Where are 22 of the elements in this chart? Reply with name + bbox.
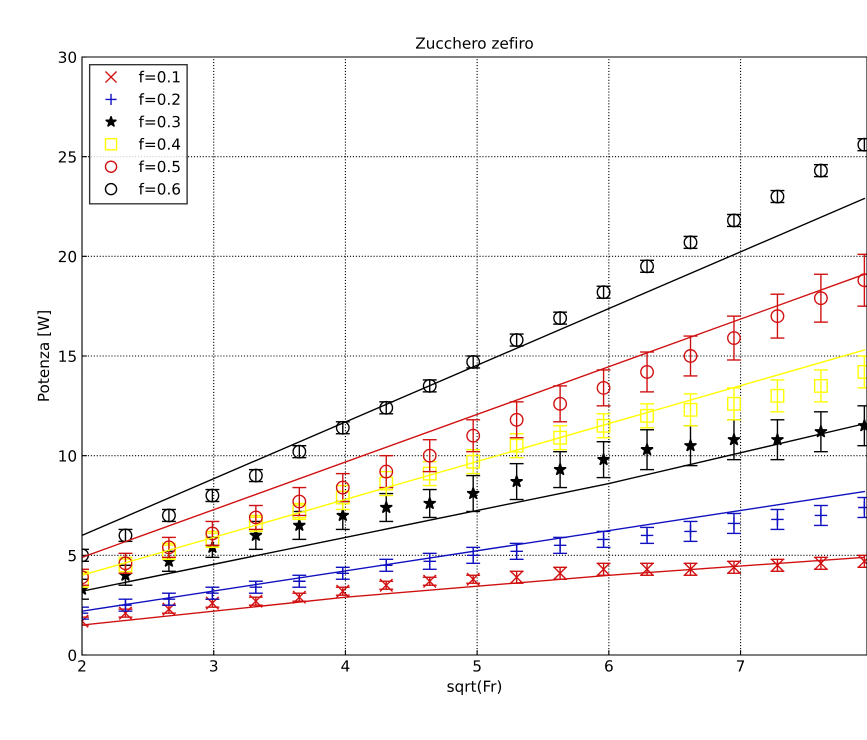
- x-tick-label: 7: [736, 660, 744, 672]
- legend-label: f=0.6: [138, 182, 180, 195]
- chart-title: Zucchero zefiro: [416, 37, 533, 49]
- y-axis-title: Potenza [W]: [37, 311, 51, 401]
- legend-label: f=0.5: [138, 160, 180, 172]
- x-tick-label: 2: [78, 660, 86, 672]
- legend-label: f=0.2: [138, 93, 180, 105]
- x-axis-title: sqrt(Fr): [447, 680, 502, 695]
- legend-label: f=0.3: [138, 116, 180, 128]
- y-tick-label: 10: [59, 450, 76, 462]
- y-tick-label: 20: [58, 250, 76, 262]
- x-tick-label: 6: [605, 660, 613, 672]
- x-tick-label: 4: [341, 660, 350, 672]
- y-tick-label: 5: [68, 550, 76, 562]
- legend-label: f=0.1: [138, 70, 180, 83]
- legend-label: f=0.4: [138, 138, 180, 150]
- y-tick-label: 30: [58, 51, 76, 64]
- y-tick-label: 15: [59, 350, 76, 362]
- x-tick-label: 5: [473, 660, 481, 672]
- y-tick-label: 0: [68, 649, 76, 662]
- x-tick-label: 3: [210, 660, 218, 672]
- y-tick-label: 25: [58, 151, 76, 163]
